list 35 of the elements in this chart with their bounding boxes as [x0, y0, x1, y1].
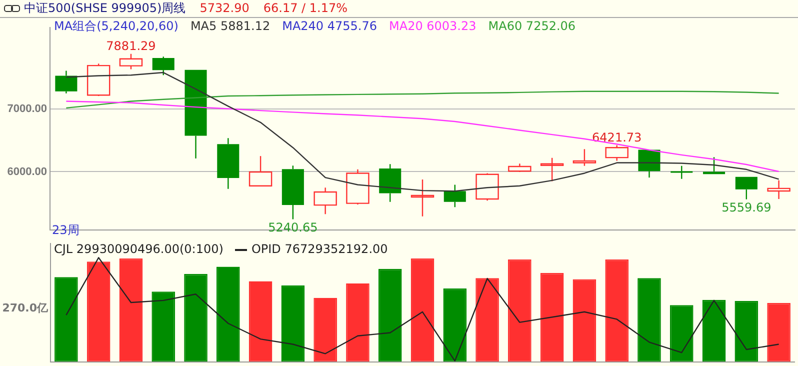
y-tick-label: 6000.00 — [7, 166, 47, 178]
candlestick — [282, 165, 304, 220]
candlestick — [605, 144, 628, 162]
y-tick-label: 7000.00 — [7, 103, 47, 116]
candlestick — [638, 150, 660, 178]
legend-label: MA240 4755.76 — [282, 19, 377, 33]
text: 270.0亿 — [2, 301, 49, 314]
candlestick — [670, 165, 693, 180]
x-axis-title: 23周 — [52, 222, 80, 239]
candlestick — [444, 184, 466, 208]
candlestick — [314, 187, 337, 215]
candlestick — [55, 70, 78, 94]
candlestick — [540, 157, 564, 182]
text: 66.17 / 1.17% — [263, 1, 348, 15]
annotation: 7881.29 — [106, 38, 156, 53]
legend-title: MA组合(5,240,20,60) — [54, 19, 178, 33]
legend-label: OPID 76729352192.00 — [251, 242, 388, 256]
candlestick — [410, 178, 434, 217]
text: MA20 6003.23 — [389, 19, 476, 33]
candlestick — [184, 70, 207, 160]
annotation: 5559.69 — [722, 200, 772, 214]
candlestick — [508, 163, 532, 173]
candlestick — [379, 164, 402, 203]
annotation: 5240.65 — [268, 220, 318, 234]
series-label: CJL 29930090496.00(0:100) — [54, 242, 224, 256]
annotation: 6421.73 — [592, 130, 642, 144]
text: 5732.90 — [200, 1, 250, 15]
candlestick — [703, 156, 726, 174]
candlestick — [248, 155, 272, 186]
candlestick — [572, 148, 596, 166]
text: MA60 7252.06 — [488, 19, 576, 33]
candlestick — [217, 137, 240, 190]
chart-title: 中证500(SHSE 999905)周线 — [24, 1, 186, 15]
candlestick — [767, 180, 790, 200]
text: MA5 5881.12 — [190, 19, 270, 33]
